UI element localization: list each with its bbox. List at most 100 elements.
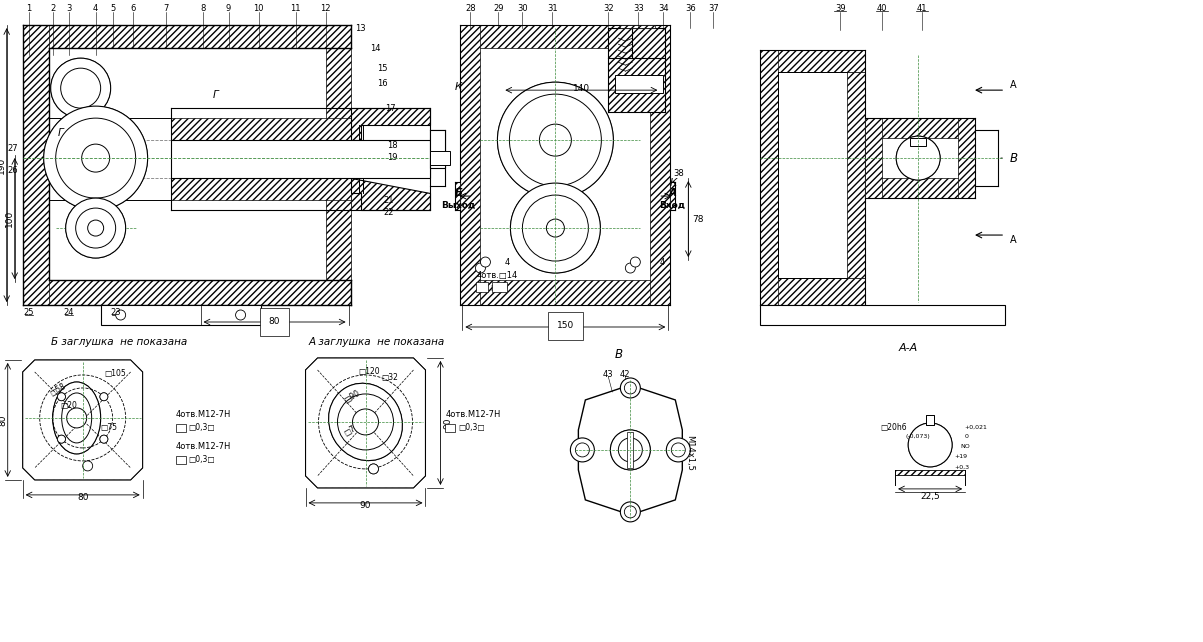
Text: □58: □58 (48, 382, 67, 398)
Text: 4: 4 (505, 257, 510, 266)
Circle shape (896, 136, 941, 180)
Circle shape (82, 144, 109, 172)
Circle shape (43, 106, 148, 210)
Text: □32: □32 (381, 374, 398, 383)
Text: 4отв.М12-7Н: 4отв.М12-7Н (176, 442, 231, 451)
Text: 0: 0 (964, 435, 968, 439)
Circle shape (575, 443, 589, 457)
Polygon shape (350, 108, 431, 140)
Circle shape (497, 82, 614, 198)
Text: А-А: А-А (899, 343, 918, 353)
Text: 11: 11 (290, 4, 301, 13)
Text: 22,5: 22,5 (920, 492, 940, 501)
Text: В: В (615, 349, 622, 361)
Polygon shape (326, 48, 350, 280)
Polygon shape (461, 280, 670, 305)
Text: 36: 36 (685, 4, 695, 13)
Circle shape (66, 198, 125, 258)
Polygon shape (895, 470, 965, 475)
Circle shape (100, 393, 108, 401)
Circle shape (896, 136, 941, 180)
Text: 80: 80 (77, 494, 89, 503)
Circle shape (66, 198, 125, 258)
Text: □75: □75 (101, 424, 118, 433)
Bar (445, 424, 456, 432)
Polygon shape (456, 182, 461, 210)
Circle shape (610, 430, 651, 470)
Text: 12: 12 (320, 4, 331, 13)
Text: 4отв.М12-7Н: 4отв.М12-7Н (445, 410, 500, 419)
Polygon shape (23, 360, 143, 480)
Polygon shape (171, 118, 350, 140)
Text: 29: 29 (493, 4, 504, 13)
Text: 14: 14 (371, 44, 380, 53)
Polygon shape (958, 118, 976, 198)
Text: 43: 43 (603, 370, 614, 379)
Circle shape (100, 435, 108, 443)
Text: 15: 15 (378, 64, 387, 73)
Circle shape (621, 378, 640, 398)
Text: 30: 30 (517, 4, 528, 13)
Text: □20: □20 (60, 401, 77, 410)
Text: 4: 4 (93, 4, 99, 13)
Text: 6: 6 (130, 4, 135, 13)
Polygon shape (461, 25, 670, 48)
Polygon shape (760, 50, 865, 72)
Text: Г: Г (58, 128, 64, 138)
Circle shape (509, 94, 602, 186)
Polygon shape (23, 280, 350, 305)
Text: 90: 90 (443, 417, 452, 429)
Text: А: А (1011, 235, 1017, 245)
Bar (911, 138, 926, 146)
Text: 4отв.□14: 4отв.□14 (476, 270, 517, 279)
Circle shape (236, 310, 245, 320)
Text: 32: 32 (603, 4, 614, 13)
Circle shape (58, 435, 65, 443)
Circle shape (618, 438, 642, 462)
Polygon shape (23, 360, 143, 480)
Text: 8: 8 (200, 4, 206, 13)
Ellipse shape (53, 382, 101, 454)
Polygon shape (865, 118, 976, 138)
Text: □0,3□: □0,3□ (458, 424, 485, 433)
Text: □70: □70 (342, 422, 361, 438)
Circle shape (58, 435, 65, 443)
Circle shape (368, 464, 379, 474)
Text: Б: Б (455, 188, 462, 198)
Polygon shape (670, 182, 675, 210)
Bar (627, 432, 633, 468)
Text: Б заглушка  не показана: Б заглушка не показана (51, 337, 186, 347)
Polygon shape (760, 278, 865, 305)
Polygon shape (865, 178, 976, 198)
Text: 26: 26 (7, 166, 18, 175)
Text: К: К (670, 178, 677, 188)
Text: 24: 24 (64, 308, 73, 317)
Circle shape (58, 393, 65, 401)
Text: А: А (1011, 80, 1017, 90)
Text: А заглушка  не показана: А заглушка не показана (308, 337, 445, 347)
Text: 19: 19 (387, 153, 398, 162)
Text: А: А (669, 188, 676, 198)
Text: М14х1,5: М14х1,5 (686, 435, 694, 471)
Text: 80: 80 (268, 318, 280, 327)
Text: Вход: Вход (659, 200, 686, 209)
Circle shape (368, 464, 379, 474)
Text: □90: □90 (342, 389, 361, 405)
Text: 16: 16 (378, 78, 387, 88)
Text: 10: 10 (254, 4, 263, 13)
Text: 28: 28 (466, 4, 475, 13)
Circle shape (522, 195, 588, 261)
Text: (-0,073): (-0,073) (905, 435, 930, 439)
Circle shape (43, 106, 148, 210)
Circle shape (610, 430, 651, 470)
Ellipse shape (328, 383, 403, 461)
Text: □105: □105 (105, 369, 126, 379)
Bar (476, 282, 488, 292)
Circle shape (624, 382, 636, 394)
Text: 38: 38 (672, 169, 683, 178)
Circle shape (626, 263, 635, 273)
Text: 13: 13 (355, 24, 366, 33)
Text: 25: 25 (23, 308, 34, 317)
Text: 37: 37 (707, 4, 718, 13)
Polygon shape (350, 108, 431, 125)
